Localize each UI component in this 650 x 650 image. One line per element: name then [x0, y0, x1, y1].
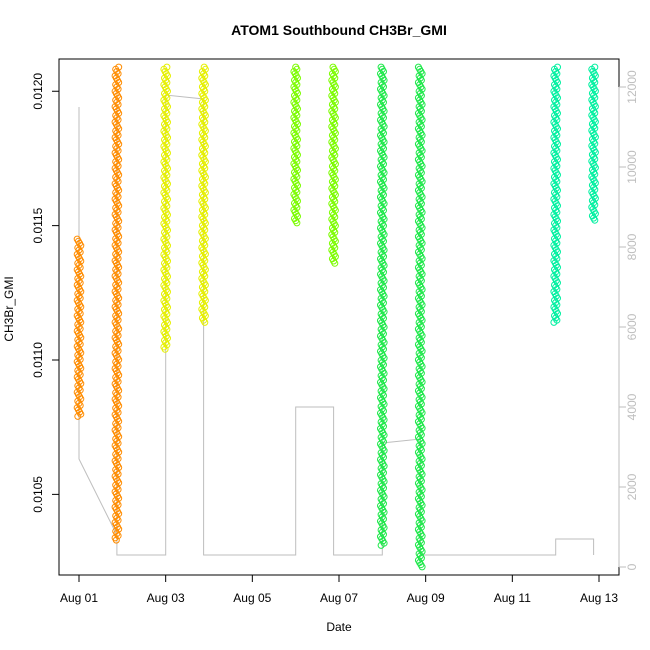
data-point — [377, 541, 385, 549]
data-point — [550, 318, 558, 326]
x-tick-label: Aug 13 — [580, 591, 618, 605]
altitude-series — [78, 94, 595, 556]
plot-frame — [58, 58, 620, 576]
scatter-points — [73, 63, 599, 571]
data-point — [201, 318, 209, 326]
data-point — [112, 536, 120, 544]
y2-tick-label: 10000 — [625, 150, 639, 184]
y-tick-label: 0.0115 — [31, 207, 45, 243]
scatter-cluster — [588, 63, 599, 224]
x-tick-label: Aug 09 — [407, 591, 445, 605]
scatter-cluster — [290, 63, 301, 227]
altitude-line — [78, 94, 595, 556]
y-axis-right: 0 2000 4000 6000 8000 10000 12000 — [618, 70, 639, 570]
y2-tick-label: 4000 — [625, 393, 639, 420]
y-tick-label: 0.0105 — [31, 476, 45, 513]
scatter-cluster — [160, 63, 171, 353]
y-tick-label: 0.0110 — [31, 342, 45, 378]
data-point — [591, 216, 599, 224]
y-axis-left: 0.0105 0.0110 0.0115 0.0120 — [31, 73, 60, 513]
x-tick-label: Aug 03 — [147, 591, 185, 605]
x-axis-label: Date — [326, 620, 352, 634]
y2-tick-label: 6000 — [625, 313, 639, 340]
x-axis: Aug 01 Aug 03 Aug 05 Aug 07 Aug 09 Aug 11 Aug … — [60, 574, 618, 605]
scatter-cluster — [377, 63, 388, 549]
x-tick-label: Aug 07 — [320, 591, 358, 605]
data-point — [74, 412, 82, 420]
x-tick-label: Aug 01 — [60, 591, 98, 605]
y2-tick-label: 12000 — [625, 70, 639, 104]
chart-title: ATOM1 Southbound CH3Br_GMI — [231, 22, 447, 38]
y-tick-label: 0.0120 — [31, 73, 45, 110]
data-point — [161, 345, 169, 353]
data-point — [293, 219, 301, 227]
y-axis-label: CH3Br_GMI — [2, 276, 16, 341]
data-point — [331, 259, 339, 267]
y2-tick-label: 0 — [625, 563, 639, 570]
y2-tick-label: 8000 — [625, 233, 639, 260]
scatter-cluster — [414, 63, 426, 571]
scatter-cluster — [328, 63, 339, 267]
x-tick-label: Aug 11 — [494, 591, 531, 605]
y2-tick-label: 2000 — [625, 473, 639, 500]
data-point — [418, 563, 426, 571]
scatter-cluster — [550, 63, 561, 326]
scatter-cluster — [111, 63, 123, 544]
scatter-cluster — [198, 63, 209, 326]
x-tick-label: Aug 05 — [233, 591, 271, 605]
scatter-cluster — [73, 235, 85, 420]
